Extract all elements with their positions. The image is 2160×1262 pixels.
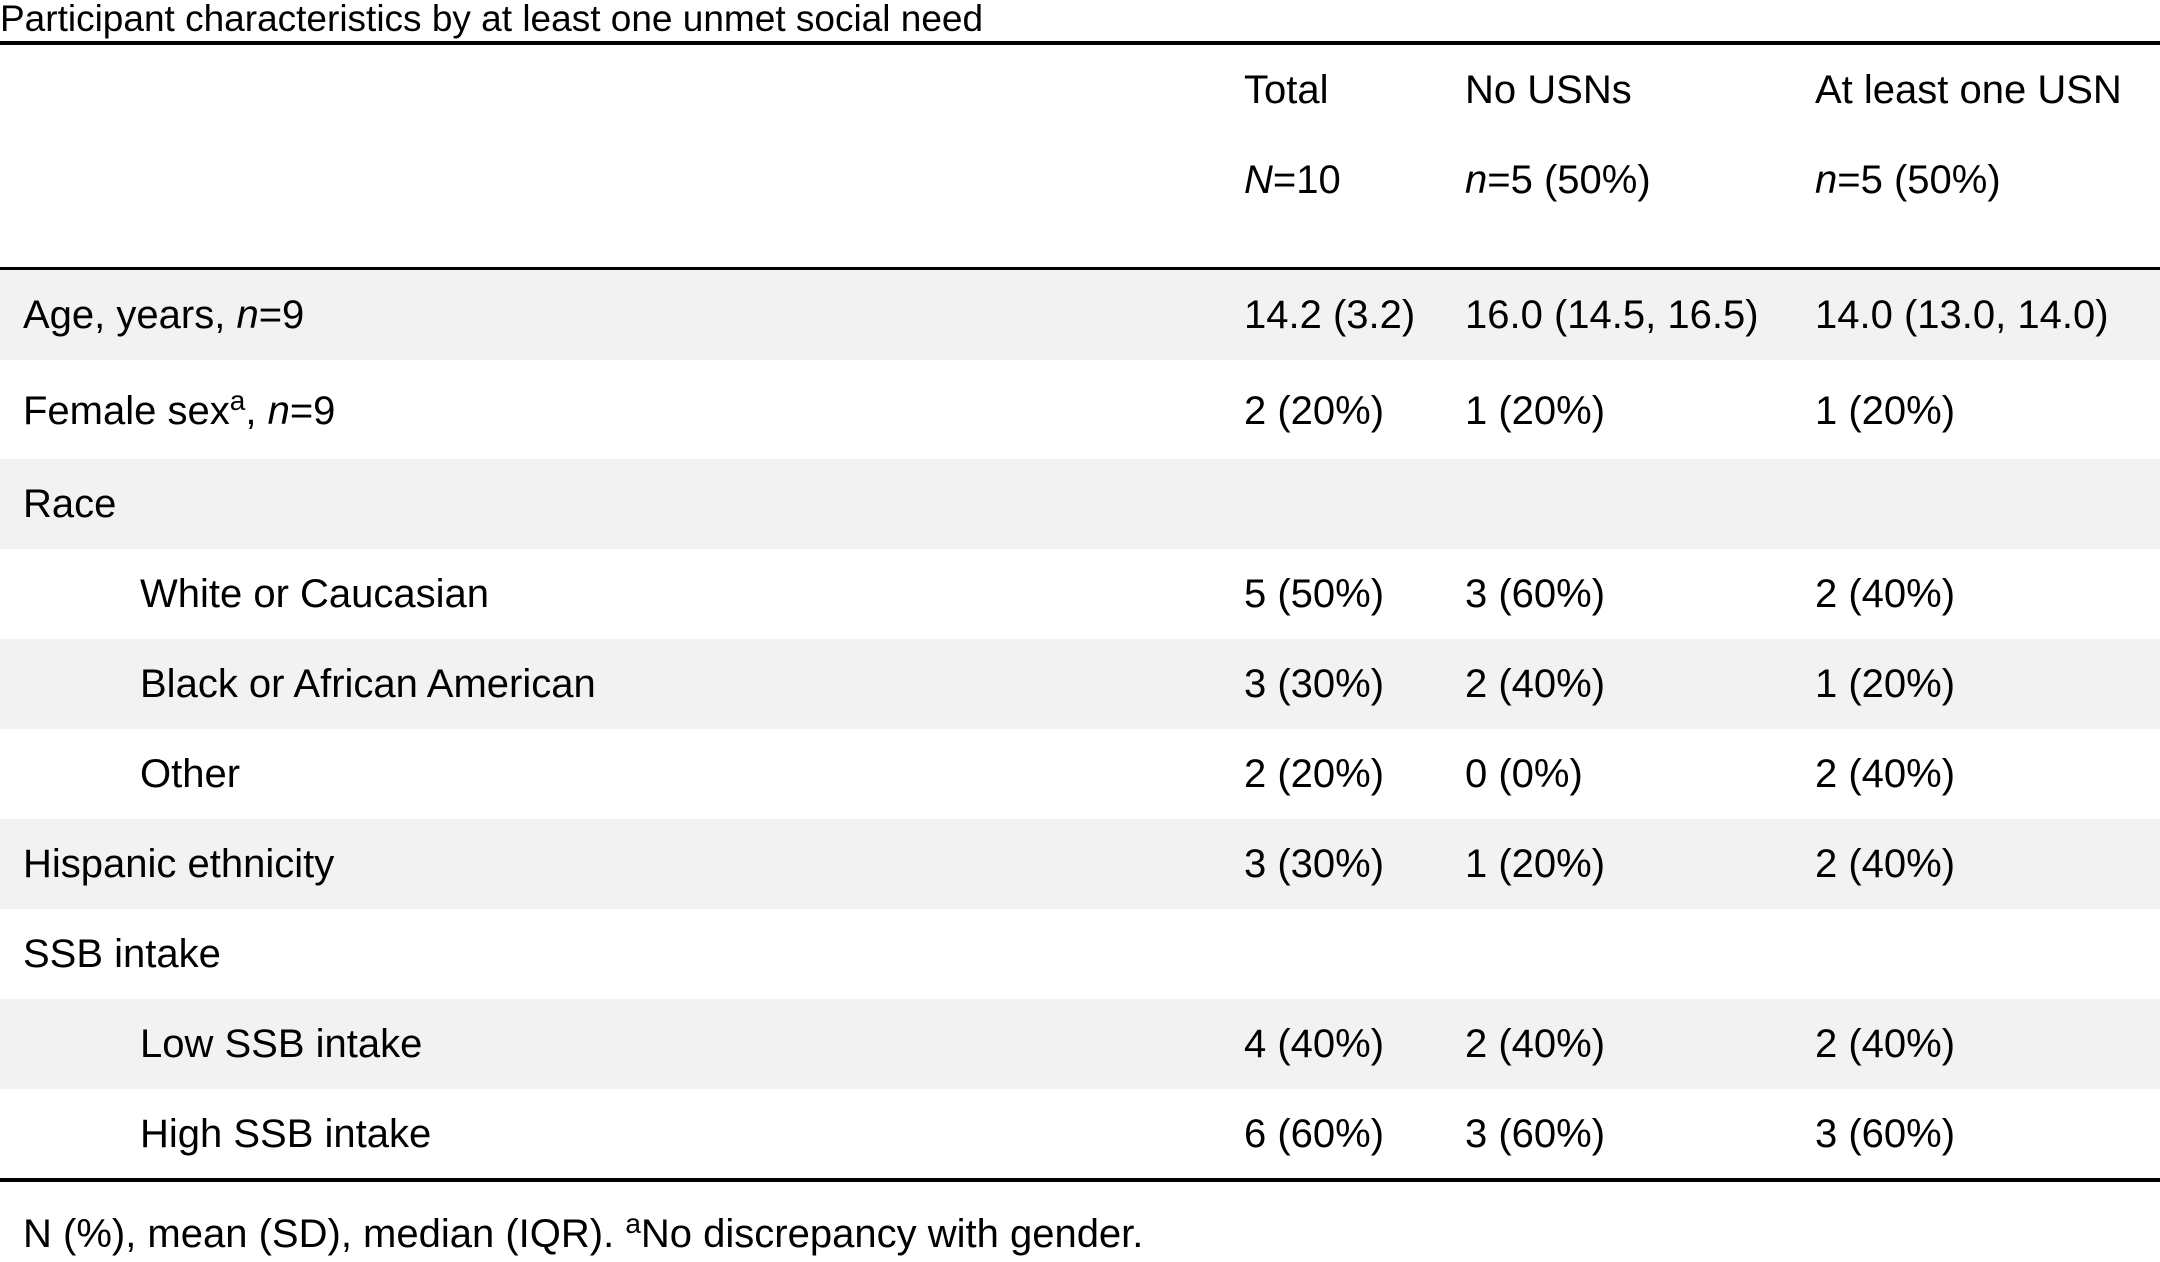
cell-usn: 1 (20%) <box>1815 389 1956 433</box>
row-label: White or Caucasian <box>140 572 490 616</box>
header-nousn-n-symbol: n <box>1465 158 1488 202</box>
cell-no-usn: 3 (60%) <box>1465 1112 1606 1156</box>
header-nousn-n-value: =5 (50%) <box>1487 158 1651 202</box>
header-total-n-value: =10 <box>1272 158 1341 202</box>
footnote-marker: a <box>229 385 246 416</box>
cell-total: 2 (20%) <box>1244 752 1385 796</box>
row-label-n-symbol: n <box>267 389 290 433</box>
header-usn-n: n=5 (50%) <box>1815 156 2001 204</box>
header-nousn-title: No USNs <box>1465 68 1632 112</box>
cell-usn: 14.0 (13.0, 14.0) <box>1815 293 2109 337</box>
top-rule <box>0 41 2160 45</box>
cell-total: 3 (30%) <box>1244 662 1385 706</box>
row-label: Hispanic ethnicity <box>23 842 335 886</box>
cell-usn: 2 (40%) <box>1815 842 1956 886</box>
row-label: Age, years, n=9 <box>23 270 304 360</box>
header-rule <box>0 267 2160 270</box>
cell-usn: 2 (40%) <box>1815 1022 1956 1066</box>
table-row-age: Age, years, n=9 14.2 (3.2) 16.0 (14.5, 1… <box>0 270 2160 360</box>
row-label: Low SSB intake <box>140 1022 423 1066</box>
row-label-separator: , <box>245 389 268 433</box>
row-label-n-symbol: n <box>236 293 259 337</box>
cell-no-usn: 2 (40%) <box>1465 1022 1606 1066</box>
table-row-female-sex: Female sexa, n=9 2 (20%) 1 (20%) 1 (20%) <box>0 366 2160 456</box>
cell-total: 14.2 (3.2) <box>1244 293 1416 337</box>
cell-no-usn: 2 (40%) <box>1465 662 1606 706</box>
header-usn-title: At least one USN <box>1815 68 2122 112</box>
header-total-title: Total <box>1244 68 1329 112</box>
cell-usn: 1 (20%) <box>1815 662 1956 706</box>
cell-total: 3 (30%) <box>1244 842 1385 886</box>
footnote-text: N (%), mean (SD), median (IQR). <box>23 1212 626 1256</box>
table-row-white: White or Caucasian 5 (50%) 3 (60%) 2 (40… <box>0 549 2160 639</box>
cell-total: 5 (50%) <box>1244 572 1385 616</box>
cell-no-usn: 16.0 (14.5, 16.5) <box>1465 293 1759 337</box>
header-usn-n-value: =5 (50%) <box>1837 158 2001 202</box>
header-usn-n-symbol: n <box>1815 158 1838 202</box>
cell-no-usn: 1 (20%) <box>1465 842 1606 886</box>
table-footnote: N (%), mean (SD), median (IQR). aNo disc… <box>23 1208 1144 1262</box>
row-label-n-value: =9 <box>289 389 336 433</box>
cell-usn: 2 (40%) <box>1815 752 1956 796</box>
table-row-hispanic: Hispanic ethnicity 3 (30%) 1 (20%) 2 (40… <box>0 819 2160 909</box>
row-label: Other <box>140 752 241 796</box>
table-row-ssb-intake: SSB intake <box>0 909 2160 999</box>
row-label-text: Age, years, <box>23 293 237 337</box>
cell-no-usn: 1 (20%) <box>1465 389 1606 433</box>
table-row-black: Black or African American 3 (30%) 2 (40%… <box>0 639 2160 729</box>
cell-total: 2 (20%) <box>1244 389 1385 433</box>
table-row-high-ssb: High SSB intake 6 (60%) 3 (60%) 3 (60%) <box>0 1089 2160 1179</box>
row-label-text: Female sex <box>23 389 230 433</box>
row-label: SSB intake <box>23 932 221 976</box>
row-label: Race <box>23 482 117 526</box>
cell-total: 4 (40%) <box>1244 1022 1385 1066</box>
header-nousn-n: n=5 (50%) <box>1465 156 1651 204</box>
footnote-marker: a <box>625 1208 641 1239</box>
cell-usn: 2 (40%) <box>1815 572 1956 616</box>
table-row-race: Race <box>0 459 2160 549</box>
table-row-low-ssb: Low SSB intake 4 (40%) 2 (40%) 2 (40%) <box>0 999 2160 1089</box>
table-caption: Participant characteristics by at least … <box>0 0 984 39</box>
row-label: Black or African American <box>140 662 596 706</box>
row-label-n-value: =9 <box>258 293 305 337</box>
footnote-note: No discrepancy with gender. <box>640 1212 1144 1256</box>
header-total-n: N=10 <box>1244 156 1341 204</box>
row-label: Female sexa, n=9 <box>23 366 335 456</box>
header-total-n-symbol: N <box>1244 158 1273 202</box>
cell-total: 6 (60%) <box>1244 1112 1385 1156</box>
bottom-rule <box>0 1178 2160 1182</box>
cell-no-usn: 0 (0%) <box>1465 752 1583 796</box>
cell-usn: 3 (60%) <box>1815 1112 1956 1156</box>
cell-no-usn: 3 (60%) <box>1465 572 1606 616</box>
row-label: High SSB intake <box>140 1112 432 1156</box>
table-row-other: Other 2 (20%) 0 (0%) 2 (40%) <box>0 729 2160 819</box>
